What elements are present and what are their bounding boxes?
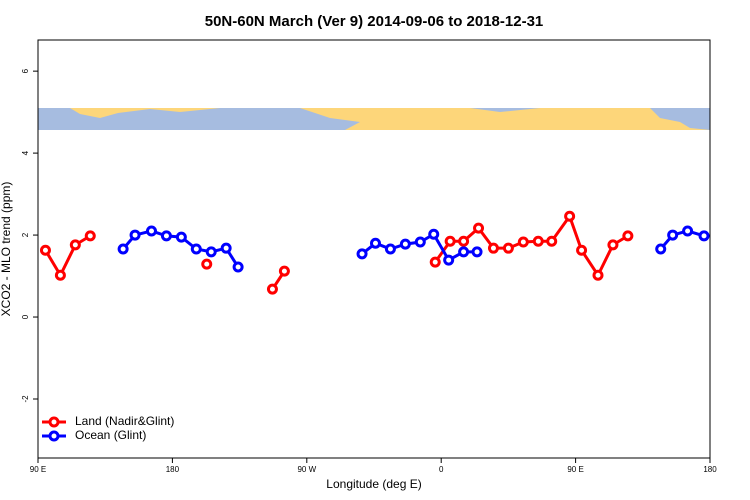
legend-label: Ocean (Glint) [75,428,146,442]
data-point [117,243,129,255]
data-point [84,230,96,242]
data-point [429,256,441,268]
data-point [278,265,290,277]
data-point [129,229,141,241]
map-strip [38,108,710,130]
data-point [39,244,51,256]
x-tick-label: 0 [439,465,444,474]
data-point [502,242,514,254]
data-point [622,230,634,242]
y-tick-label: 2 [21,232,30,237]
data-point [54,269,66,281]
data-point [175,231,187,243]
x-axis-label: Longitude (deg E) [326,477,421,491]
data-point [458,235,470,247]
data-point [266,283,278,295]
data-point [517,236,529,248]
data-point [532,235,544,247]
data-point [698,230,710,242]
y-tick-label: 6 [21,68,30,73]
x-tick-label: 90 E [567,465,583,474]
data-point [220,242,232,254]
data-point [384,243,396,255]
legend-label: Land (Nadir&Glint) [75,414,174,428]
data-point [607,239,619,251]
data-point [667,229,679,241]
data-point [682,225,694,237]
data-point [546,235,558,247]
map-ocean [106,108,710,130]
plot-frame [37,39,711,459]
data-point [205,246,217,258]
data-point [443,254,455,266]
data-point [414,236,426,248]
x-tick-label: 180 [166,465,180,474]
data-point [428,228,440,240]
data-point [399,238,411,250]
data-point [576,244,588,256]
data-point [592,269,604,281]
data-point [564,210,576,222]
x-tick-label: 90 E [30,465,46,474]
x-tick-label: 90 W [297,465,316,474]
map-ocean [38,108,710,130]
data-point [201,258,213,270]
data-point [369,237,381,249]
data-point [232,261,244,273]
data-point [69,239,81,251]
x-tick-label: 180 [703,465,717,474]
legend-marker [48,430,60,442]
data-point [444,235,456,247]
legend-marker [48,416,60,428]
data-point [356,248,368,260]
data-point [471,246,483,258]
chart-title: 50N-60N March (Ver 9) 2014-09-06 to 2018… [205,13,544,30]
data-point [473,222,485,234]
data-point [160,230,172,242]
data-point [487,242,499,254]
data-point [145,225,157,237]
data-point [458,246,470,258]
data-point [655,243,667,255]
y-axis-label: XCO2 - MLO trend (ppm) [0,182,13,317]
y-tick-label: 4 [21,150,30,155]
y-tick-label: 0 [21,314,30,319]
data-point [190,243,202,255]
y-tick-label: -2 [21,395,30,403]
